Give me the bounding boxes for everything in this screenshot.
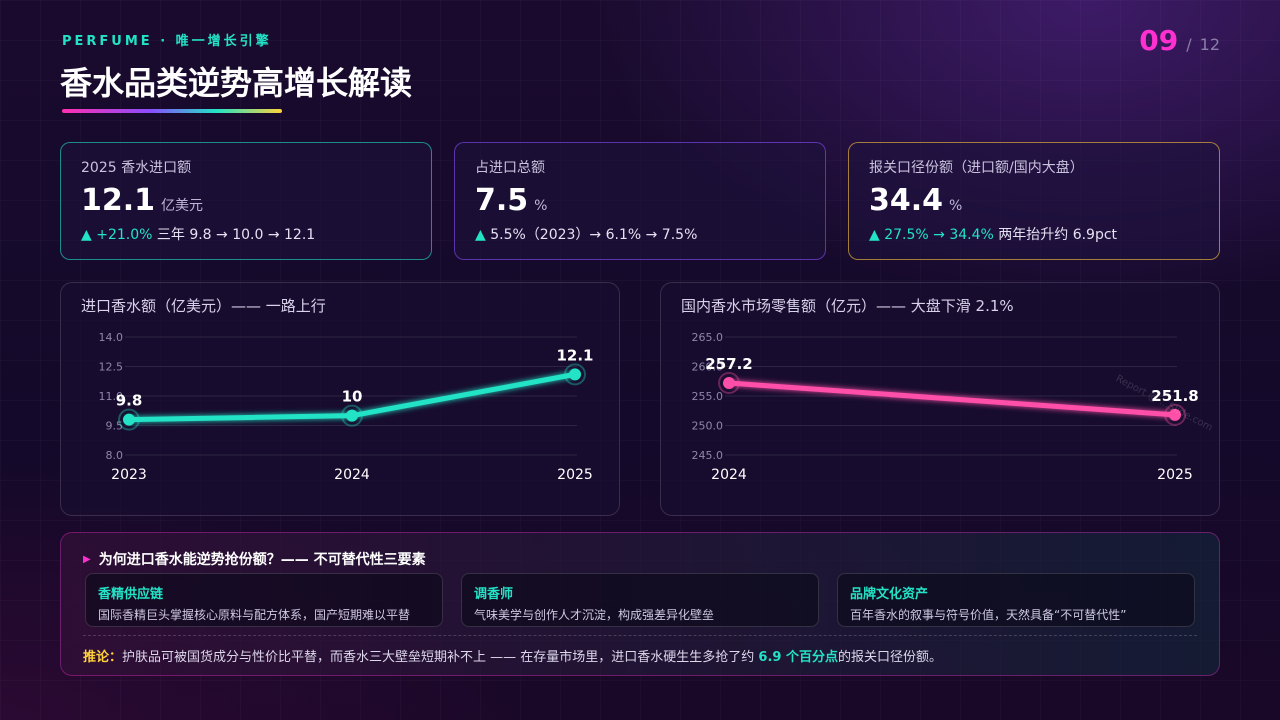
- factor-desc: 气味美学与创作人才沉淀，构成强差异化壁垒: [474, 608, 715, 622]
- kpi-trend: ▲ 5.5%（2023）→ 6.1% → 7.5%: [475, 224, 805, 244]
- data-point-halo: [718, 372, 740, 395]
- chart-import-perfume: 8.0 9.5 11.0 12.5 14.0 2023 2024 2025 9.8 10 12.1: [99, 331, 594, 483]
- data-point: [1169, 408, 1181, 421]
- y-tick-label: 11.0: [99, 390, 124, 403]
- data-label: 10: [342, 388, 363, 406]
- why-card: ▶ 为何进口香水能逆势抢份额？—— 不可替代性三要素 香精供应链 国际香精巨头掌…: [60, 532, 1220, 676]
- kpi-card-import-value: 2025 香水进口额 12.1 亿美元 ▲ +21.0% 三年 9.8 → 10…: [60, 142, 432, 260]
- x-tick-label: 2025: [557, 467, 593, 483]
- chart-domestic-retail: 245.0 250.0 255.0 260.0 265.0 2024 2025 257.2 25…: [692, 331, 1199, 483]
- factor-desc: 国际香精巨头掌握核心原料与配方体系，国产短期难以平替: [98, 608, 411, 622]
- page-current: 09: [1139, 24, 1179, 57]
- data-point: [123, 413, 135, 426]
- title-underline: [62, 109, 282, 113]
- y-tick-label: 260.0: [692, 361, 724, 374]
- y-tick-label: 250.0: [692, 420, 724, 433]
- factor-desc: 百年香水的叙事与符号价值，天然具备“不可替代性”: [850, 608, 1127, 622]
- data-label: 12.1: [556, 346, 593, 364]
- x-tick-label: 2025: [1157, 467, 1193, 483]
- kpi-trend-up: ▲: [475, 227, 486, 243]
- x-tick-label: 2023: [111, 467, 147, 483]
- dashed-divider: [83, 635, 1197, 636]
- x-tick-label: 2024: [711, 467, 747, 483]
- data-label: 9.8: [116, 392, 143, 410]
- data-point-halo: [564, 363, 586, 386]
- kpi-trend: ▲ +21.0% 三年 9.8 → 10.0 → 12.1: [81, 224, 411, 244]
- data-point-halo: [1164, 403, 1186, 426]
- kpi-card-import-share: 占进口总额 7.5 % ▲ 5.5%（2023）→ 6.1% → 7.5%: [454, 142, 826, 260]
- page-separator: /: [1186, 35, 1192, 54]
- factor-card-supply-chain: 香精供应链 国际香精巨头掌握核心原料与配方体系，国产短期难以平替: [85, 573, 443, 627]
- kpi-label: 2025 香水进口额: [81, 160, 192, 176]
- why-heading: ▶ 为何进口香水能逆势抢份额？—— 不可替代性三要素: [83, 549, 426, 569]
- kpi-unit: %: [534, 198, 548, 214]
- conclusion-text-end: 的报关口径份额。: [837, 650, 942, 665]
- series-line: [726, 380, 1178, 418]
- conclusion-label: 推论：: [83, 650, 123, 665]
- kpi-unit: 亿美元: [161, 198, 204, 214]
- factor-title: 香精供应链: [98, 587, 164, 602]
- kpi-label: 占进口总额: [475, 160, 545, 176]
- page-title: 香水品类逆势高增长解读: [60, 64, 413, 102]
- why-heading-text: 为何进口香水能逆势抢份额？—— 不可替代性三要素: [98, 552, 426, 568]
- y-tick-label: 12.5: [99, 361, 124, 374]
- section-kicker: PERFUME · 唯一增长引擎: [62, 34, 272, 49]
- chart-card-domestic-retail: 国内香水市场零售额（亿元）—— 大盘下滑 2.1% 245.0 250.0 255.…: [660, 282, 1220, 516]
- conclusion: 推论：护肤品可被国货成分与性价比平替，而香水三大壁垒短期补不上 —— 在存量市场…: [83, 646, 942, 665]
- chart-card-import-perfume: 进口香水额（亿美元）—— 一路上行 8.0 9.5 11.0 12.5 14.0 2023…: [60, 282, 620, 516]
- chart-title: 国内香水市场零售额（亿元）—— 大盘下滑 2.1%: [681, 297, 1014, 315]
- page-indicator: 09 / 12: [1139, 24, 1220, 57]
- kpi-trend-up: ▲ 27.5% → 34.4%: [869, 227, 994, 243]
- kpi-trend: ▲ 27.5% → 34.4% 两年抬升约 6.9pct: [869, 224, 1199, 244]
- kpi-trend-detail: 三年 9.8 → 10.0 → 12.1: [152, 227, 316, 243]
- chart-title: 进口香水额（亿美元）—— 一路上行: [81, 297, 326, 315]
- kpi-value: 12.1: [81, 183, 156, 218]
- data-label: 257.2: [705, 355, 752, 373]
- y-tick-label: 9.5: [106, 420, 124, 433]
- kpi-unit: %: [949, 198, 963, 214]
- y-tick-label: 8.0: [106, 449, 124, 462]
- kpi-value: 34.4: [869, 183, 944, 218]
- data-point: [723, 377, 735, 390]
- y-tick-label: 245.0: [692, 449, 724, 462]
- conclusion-highlight: 6.9 个百分点: [758, 650, 838, 665]
- kpi-value: 7.5: [475, 183, 529, 218]
- kpi-trend-detail: 5.5%（2023）→ 6.1% → 7.5%: [485, 227, 698, 243]
- kpi-card-customs-share: 报关口径份额（进口额/国内大盘） 34.4 % ▲ 27.5% → 34.4% …: [848, 142, 1220, 260]
- kpi-trend-detail: 两年抬升约 6.9pct: [993, 227, 1118, 243]
- factor-card-perfumer: 调香师 气味美学与创作人才沉淀，构成强差异化壁垒: [461, 573, 819, 627]
- factor-title: 调香师: [474, 587, 514, 602]
- data-point-halo: [118, 408, 140, 431]
- y-tick-label: 255.0: [692, 390, 724, 403]
- data-label: 251.8: [1151, 387, 1198, 405]
- triangle-bullet-icon: ▶: [83, 553, 91, 565]
- kpi-trend-up: ▲ +21.0%: [81, 227, 153, 243]
- x-tick-label: 2024: [334, 467, 370, 483]
- factor-card-brand-assets: 品牌文化资产 百年香水的叙事与符号价值，天然具备“不可替代性”: [837, 573, 1195, 627]
- page-total: 12: [1199, 35, 1220, 54]
- conclusion-text: 护肤品可被国货成分与性价比平替，而香水三大壁垒短期补不上 —— 在存量市场里，进…: [122, 650, 759, 665]
- data-point-halo: [341, 404, 363, 427]
- data-point: [346, 409, 358, 422]
- data-point: [569, 368, 581, 381]
- y-tick-label: 265.0: [692, 331, 724, 344]
- factor-title: 品牌文化资产: [850, 587, 929, 602]
- y-tick-label: 14.0: [99, 331, 124, 344]
- kpi-label: 报关口径份额（进口额/国内大盘）: [869, 160, 1084, 176]
